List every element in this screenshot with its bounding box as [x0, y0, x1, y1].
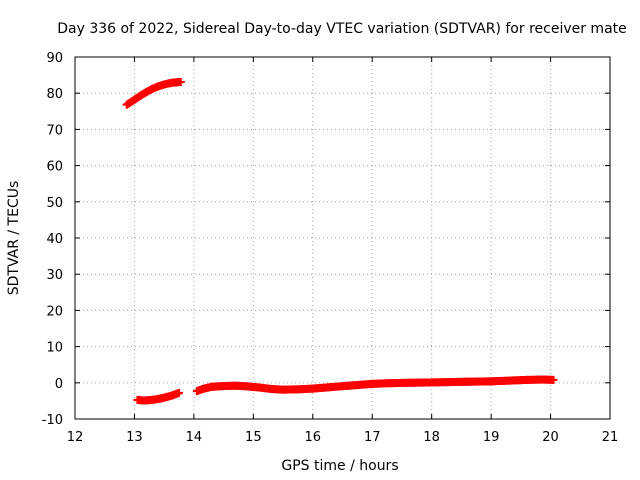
grid-lines	[75, 57, 610, 419]
x-axis-label: GPS time / hours	[281, 458, 398, 474]
y-tick-label: 90	[46, 51, 63, 66]
chart-title: Day 336 of 2022, Sidereal Day-to-day VTE…	[57, 21, 627, 37]
y-tick-label: 0	[55, 377, 63, 392]
x-tick-label: 17	[364, 430, 381, 445]
y-tick-label: 80	[46, 87, 63, 102]
y-tick-label: -10	[42, 413, 63, 428]
y-tick-label: 30	[46, 268, 63, 283]
x-tick-label: 19	[483, 430, 500, 445]
x-tick-labels: 12 13 14 15 16 17 18 19 20 21	[67, 430, 619, 445]
x-tick-label: 18	[423, 430, 440, 445]
axis-ticks	[74, 56, 611, 420]
y-tick-label: 20	[46, 304, 63, 319]
y-tick-label: 70	[46, 123, 63, 138]
y-tick-label: 40	[46, 232, 63, 247]
x-tick-label: 20	[542, 430, 559, 445]
x-tick-label: 15	[245, 430, 262, 445]
x-tick-label: 13	[126, 430, 143, 445]
data-point-marker	[549, 375, 558, 384]
y-tick-labels: -10 0 10 20 30 40 50 60 70 80 90	[42, 51, 63, 428]
x-tick-label: 16	[305, 430, 322, 445]
x-tick-label: 12	[67, 430, 84, 445]
data-points	[122, 77, 558, 405]
x-tick-label: 21	[602, 430, 619, 445]
x-tick-label: 14	[186, 430, 203, 445]
y-axis-label: SDTVAR / TECUs	[6, 181, 22, 296]
data-point-marker	[175, 388, 184, 397]
y-tick-label: 60	[46, 160, 63, 175]
y-tick-label: 50	[46, 196, 63, 211]
y-tick-label: 10	[46, 341, 63, 356]
data-point-marker	[176, 77, 185, 86]
